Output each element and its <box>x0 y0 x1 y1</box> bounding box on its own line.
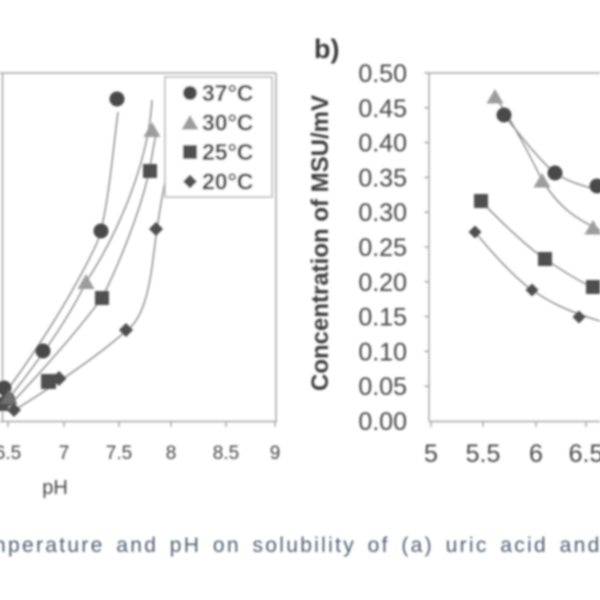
svg-text:8: 8 <box>166 443 177 464</box>
svg-text:0.50: 0.50 <box>358 60 407 88</box>
svg-text:b): b) <box>314 34 339 64</box>
svg-text:9: 9 <box>270 443 281 464</box>
svg-text:25°C: 25°C <box>202 139 253 165</box>
svg-text:0.25: 0.25 <box>358 234 407 262</box>
svg-text:0.30: 0.30 <box>358 199 407 227</box>
svg-text:Concentration of MSU/mV: Concentration of MSU/mV <box>307 95 334 391</box>
svg-text:5.5: 5.5 <box>466 440 501 468</box>
svg-text:7.5: 7.5 <box>106 443 132 464</box>
svg-text:0.05: 0.05 <box>358 373 407 401</box>
svg-text:30°C: 30°C <box>202 110 253 136</box>
svg-text:0.45: 0.45 <box>358 95 407 123</box>
svg-text:nperature and pH on solubility: nperature and pH on solubility of (a) ur… <box>0 534 600 557</box>
svg-text:37°C: 37°C <box>202 80 253 106</box>
svg-text:0.35: 0.35 <box>358 164 407 192</box>
svg-text:7: 7 <box>59 443 70 464</box>
svg-text:5: 5 <box>424 440 438 468</box>
svg-text:0.00: 0.00 <box>358 408 407 436</box>
svg-text:8.5: 8.5 <box>213 443 239 464</box>
svg-text:6.5: 6.5 <box>0 443 21 464</box>
svg-text:pH: pH <box>42 477 68 499</box>
svg-text:6: 6 <box>529 440 543 468</box>
svg-text:0.40: 0.40 <box>358 130 407 158</box>
svg-text:6.5: 6.5 <box>569 440 600 468</box>
svg-text:0.10: 0.10 <box>358 338 407 366</box>
svg-text:0.15: 0.15 <box>358 304 407 332</box>
svg-text:0.20: 0.20 <box>358 269 407 297</box>
svg-text:20°C: 20°C <box>202 169 253 195</box>
